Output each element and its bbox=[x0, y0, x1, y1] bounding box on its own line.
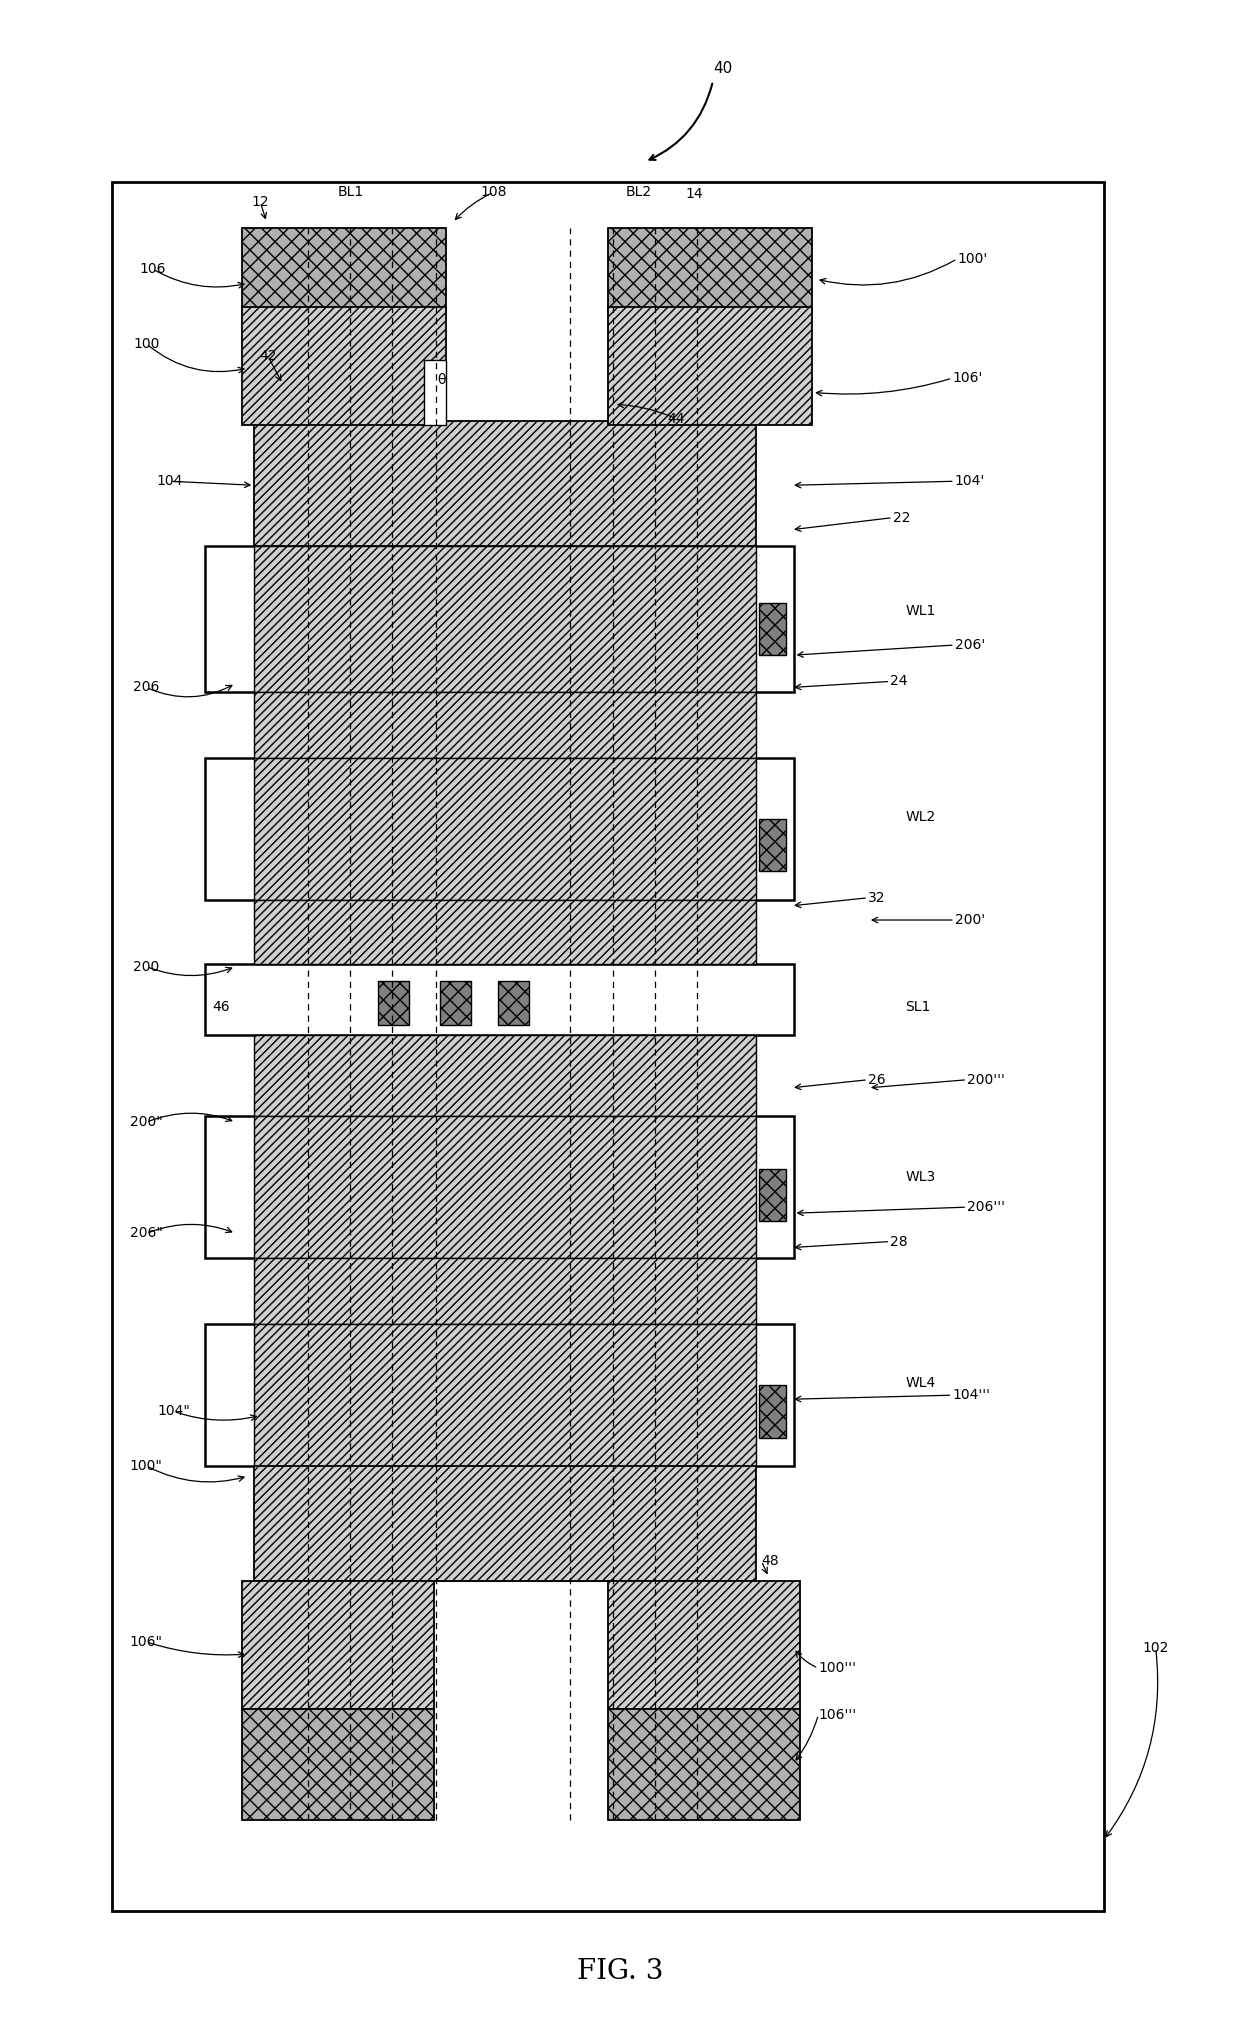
Text: WL4: WL4 bbox=[905, 1377, 935, 1389]
Text: 14: 14 bbox=[686, 188, 703, 200]
Bar bbox=[205, 1116, 794, 1258]
Bar bbox=[498, 981, 529, 1025]
Bar bbox=[242, 307, 446, 425]
Bar bbox=[424, 360, 446, 425]
Text: 100''': 100''' bbox=[818, 1662, 857, 1674]
Text: 200: 200 bbox=[133, 960, 160, 973]
Text: 104": 104" bbox=[157, 1405, 190, 1417]
Text: 206''': 206''' bbox=[967, 1201, 1006, 1213]
Bar bbox=[608, 1709, 800, 1820]
Bar bbox=[205, 1324, 794, 1466]
Text: 100": 100" bbox=[130, 1460, 162, 1472]
Bar bbox=[254, 900, 756, 964]
Text: 206": 206" bbox=[130, 1227, 162, 1239]
Bar bbox=[254, 1324, 756, 1466]
Text: 100: 100 bbox=[133, 338, 160, 350]
Bar bbox=[759, 819, 786, 871]
Text: BL1: BL1 bbox=[337, 186, 365, 198]
Bar bbox=[608, 1581, 800, 1709]
Text: 106": 106" bbox=[130, 1636, 162, 1648]
Bar bbox=[254, 1035, 756, 1116]
Bar bbox=[759, 603, 786, 655]
Text: SL1: SL1 bbox=[905, 1001, 930, 1013]
Bar bbox=[608, 228, 812, 313]
Bar bbox=[242, 1581, 434, 1709]
Bar bbox=[242, 1709, 434, 1820]
Bar bbox=[254, 1258, 756, 1324]
Bar bbox=[205, 964, 794, 1035]
Text: 12: 12 bbox=[252, 196, 269, 208]
Text: WL3: WL3 bbox=[905, 1171, 935, 1183]
Text: WL2: WL2 bbox=[905, 811, 935, 823]
Text: 106''': 106''' bbox=[818, 1709, 857, 1721]
Text: 32: 32 bbox=[868, 892, 885, 904]
Text: 104''': 104''' bbox=[952, 1389, 991, 1401]
Bar bbox=[205, 546, 794, 692]
Text: 26: 26 bbox=[868, 1074, 885, 1086]
Text: 44: 44 bbox=[667, 412, 684, 425]
Bar bbox=[242, 228, 446, 313]
Text: 40: 40 bbox=[713, 61, 733, 77]
Text: 28: 28 bbox=[890, 1235, 908, 1248]
Text: FIG. 3: FIG. 3 bbox=[577, 1957, 663, 1986]
Text: 24: 24 bbox=[890, 675, 908, 687]
Bar bbox=[254, 421, 756, 546]
Text: 108: 108 bbox=[480, 186, 507, 198]
Text: 106': 106' bbox=[952, 372, 982, 384]
Text: 104': 104' bbox=[955, 475, 985, 487]
Text: 22: 22 bbox=[893, 512, 910, 524]
Bar bbox=[440, 981, 471, 1025]
Bar bbox=[205, 758, 794, 900]
Text: 106: 106 bbox=[139, 263, 166, 275]
Text: θ: θ bbox=[438, 374, 445, 386]
Bar bbox=[112, 182, 1104, 1911]
Text: 200''': 200''' bbox=[967, 1074, 1006, 1086]
Bar bbox=[254, 1466, 756, 1581]
Text: 200': 200' bbox=[955, 914, 985, 926]
Bar bbox=[254, 758, 756, 900]
Bar bbox=[378, 981, 409, 1025]
Text: 206': 206' bbox=[955, 639, 985, 651]
Bar bbox=[254, 546, 756, 692]
Text: 206: 206 bbox=[133, 681, 160, 694]
Text: 102: 102 bbox=[1142, 1642, 1169, 1654]
Bar bbox=[254, 692, 756, 758]
Bar bbox=[608, 307, 812, 425]
Text: WL1: WL1 bbox=[905, 605, 935, 617]
Text: 42: 42 bbox=[259, 350, 277, 362]
Text: 100': 100' bbox=[957, 253, 987, 265]
Text: 48: 48 bbox=[761, 1555, 779, 1567]
Bar bbox=[254, 1116, 756, 1258]
Text: BL2: BL2 bbox=[625, 186, 652, 198]
Bar bbox=[759, 1169, 786, 1221]
Text: 104: 104 bbox=[156, 475, 184, 487]
Text: 46: 46 bbox=[212, 1001, 229, 1013]
Text: 200": 200" bbox=[130, 1116, 162, 1128]
Bar bbox=[759, 1385, 786, 1438]
